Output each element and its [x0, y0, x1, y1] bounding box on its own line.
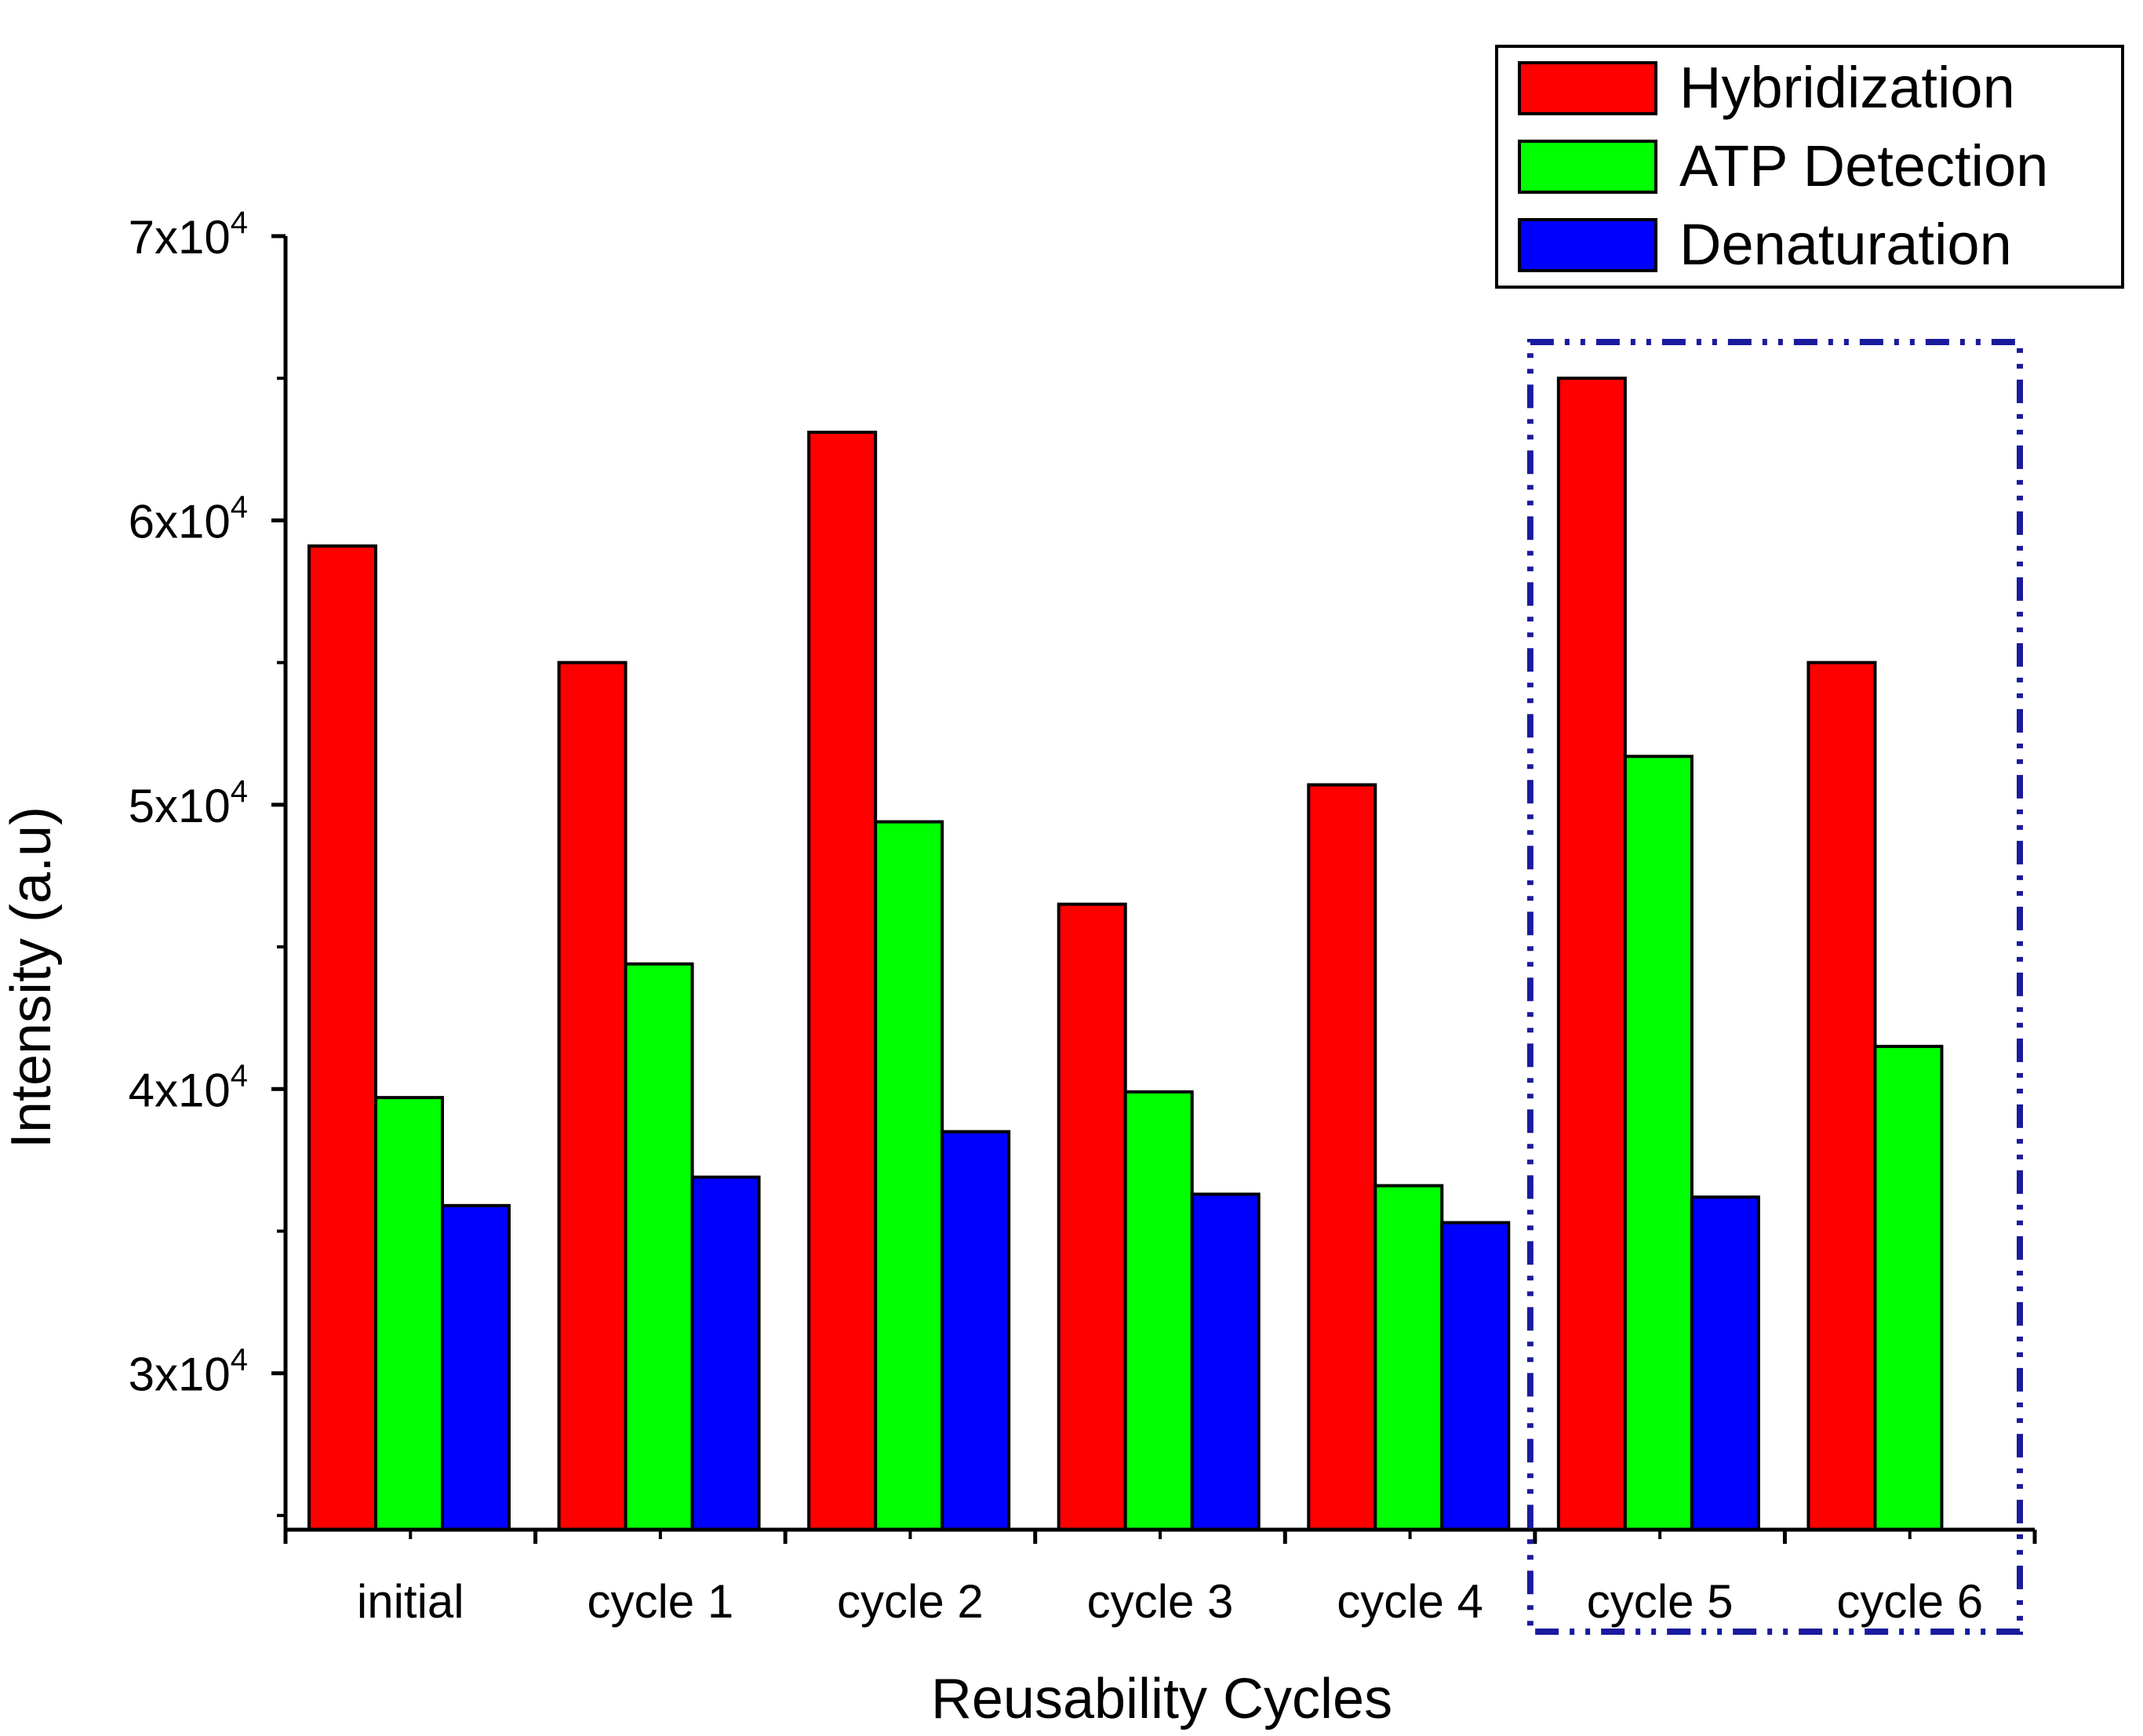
legend-swatch-0	[1518, 61, 1657, 115]
bar-1-1	[624, 962, 694, 1532]
x-tick-label-3: cycle 3	[1087, 1575, 1234, 1628]
bar-2-5	[1690, 1195, 1760, 1531]
x-tick-label-5: cycle 5	[1587, 1575, 1734, 1628]
x-axis-title: Reusability Cycles	[931, 1668, 1392, 1731]
bar-0-4	[1307, 783, 1377, 1531]
bar-1-0	[374, 1096, 444, 1531]
bar-2-0	[441, 1203, 511, 1532]
bar-0-2	[807, 431, 878, 1531]
legend-swatch-2	[1518, 218, 1657, 272]
x-tick-label-4: cycle 4	[1337, 1575, 1483, 1628]
bar-0-3	[1057, 902, 1127, 1531]
bar-0-5	[1556, 377, 1627, 1532]
bar-2-4	[1440, 1221, 1511, 1531]
y-tick-label-1: 4x104	[129, 1058, 248, 1116]
bar-1-6	[1873, 1044, 1944, 1531]
x-tick-label-2: cycle 2	[837, 1575, 984, 1628]
legend-swatch-1	[1518, 140, 1657, 194]
bar-0-1	[557, 661, 628, 1532]
bars-group	[307, 377, 1944, 1532]
ticks-group: 3x104 4x104 5x104 6x104 7x104 initial cycle 1 c…	[129, 206, 2037, 1628]
bar-2-2	[941, 1130, 1011, 1531]
x-tick-label-6: cycle 6	[1836, 1575, 1983, 1628]
bar-2-1	[690, 1175, 761, 1531]
legend-label-1: ATP Detection	[1679, 133, 2048, 198]
y-tick-label-3: 6x104	[129, 490, 248, 548]
bar-2-3	[1190, 1192, 1261, 1532]
bar-0-6	[1806, 661, 1877, 1532]
legend-label-0: Hybridization	[1679, 55, 2015, 120]
y-axis-title: Intensity (a.u)	[0, 806, 63, 1148]
y-tick-label-2: 5x104	[129, 774, 248, 832]
y-tick-label-4: 7x104	[129, 206, 248, 264]
legend-label-2: Denaturation	[1679, 212, 2012, 277]
x-tick-label-0: initial	[357, 1575, 464, 1628]
bar-1-3	[1123, 1090, 1194, 1531]
highlight-box	[1526, 339, 2024, 1635]
legend: Hybridization ATP Detection Denaturation	[1495, 45, 2124, 289]
highlight-rect	[1526, 339, 2024, 1635]
x-tick-label-1: cycle 1	[587, 1575, 733, 1628]
y-tick-label-0: 3x104	[129, 1343, 248, 1401]
bar-0-0	[307, 544, 377, 1531]
bar-1-5	[1623, 755, 1694, 1531]
bar-1-4	[1373, 1184, 1444, 1531]
bar-1-2	[874, 820, 944, 1531]
